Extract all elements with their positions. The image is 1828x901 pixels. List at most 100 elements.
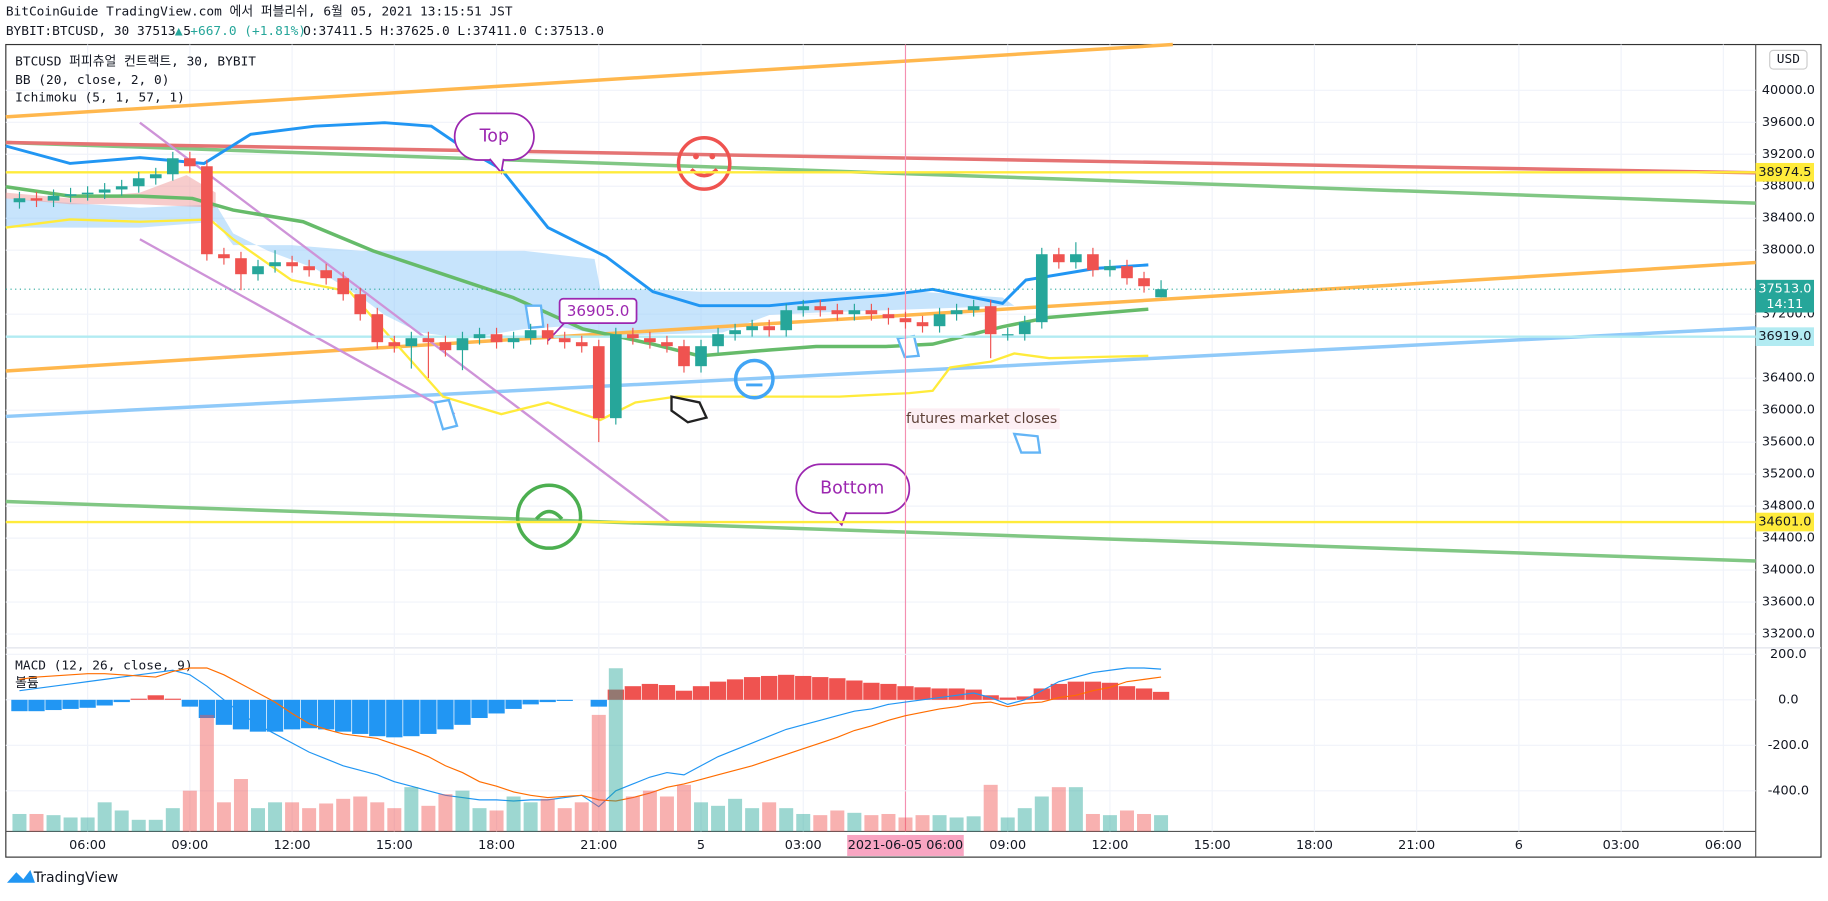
callout-bottom [795, 463, 911, 515]
candle-body [831, 310, 844, 315]
volume-bar [1102, 815, 1117, 832]
candle-body [337, 278, 350, 295]
volume-bar [336, 798, 351, 832]
trend-line [5, 499, 1756, 563]
x-tick-label: 18:00 [478, 838, 515, 853]
histogram-bar [658, 685, 676, 700]
candle-body [558, 338, 571, 343]
x-tick-label: 21:00 [1398, 838, 1435, 853]
emoji-mouth [534, 509, 564, 521]
volume-bar [557, 808, 572, 832]
y-tick-label: 36000.0 [1762, 403, 1815, 418]
emoji-eye [709, 153, 716, 160]
volume-bar [46, 815, 61, 832]
price-label-box [1755, 279, 1815, 313]
candle-body [865, 310, 878, 315]
x-tick-label: 18:00 [1296, 838, 1333, 853]
volume-bar [949, 817, 964, 832]
histogram-bar [999, 697, 1016, 700]
candle-body [490, 334, 503, 343]
candle-body [1035, 254, 1048, 323]
candle-body [1155, 289, 1167, 298]
candle-body [1001, 334, 1014, 336]
volume-bar [898, 817, 913, 832]
candle-body [1018, 322, 1031, 335]
candle-body [81, 192, 94, 195]
y-tick-label: 34000.0 [1762, 563, 1815, 578]
candle-body [218, 254, 230, 259]
histogram-bar [522, 699, 539, 705]
candle-body [1121, 266, 1133, 279]
volume-bar [1068, 787, 1083, 832]
histogram-bar [386, 699, 403, 738]
candle-body [166, 158, 179, 175]
histogram-bar [352, 699, 369, 734]
candle-body [712, 334, 724, 347]
crosshair-label: 2021-06-05 06:00 [848, 838, 963, 853]
y-tick-label: -400.0 [1768, 783, 1809, 798]
x-tick-label: 03:00 [1603, 838, 1640, 853]
volume-bar [745, 808, 760, 832]
volume-bar [233, 779, 248, 832]
histogram-bar [709, 681, 727, 700]
candle-body [405, 338, 418, 347]
histogram-bar [232, 699, 250, 730]
trend-line [5, 326, 1756, 419]
candle-body [899, 318, 912, 323]
volume-bar [148, 819, 163, 832]
note-background [908, 408, 1060, 430]
candle-body [269, 262, 281, 267]
candle-body [456, 338, 469, 351]
crosshair-label-box [847, 834, 964, 856]
candle-body [746, 326, 758, 331]
volume-bar [966, 816, 981, 832]
histogram-bar [1067, 681, 1085, 700]
volume-bar [625, 796, 640, 832]
volume-bar [1119, 810, 1134, 832]
volume-bar [302, 808, 317, 832]
volume-bar [779, 808, 794, 832]
chart-title: BTCUSD 퍼피츄얼 컨트랙트, 30, BYBIT [15, 55, 256, 70]
volume-bar [438, 794, 453, 832]
y-tick-label: 38000.0 [1762, 243, 1815, 258]
candle-body [1070, 254, 1082, 263]
histogram-bar [130, 698, 147, 700]
histogram-bar [79, 699, 96, 708]
volume-bar [131, 819, 146, 832]
x-tick-label: 5 [697, 838, 705, 853]
candle-body [201, 166, 213, 255]
candle-body [30, 198, 43, 201]
volume-bar [421, 805, 436, 832]
annotation-price: 36905.0 [567, 302, 630, 320]
volume-bar [97, 802, 112, 832]
y-tick-label: 35200.0 [1762, 467, 1815, 482]
histogram-bar [96, 699, 113, 706]
indicator-label: Ichimoku (5, 1, 57, 1) [15, 91, 185, 106]
volume-bar [165, 808, 180, 832]
channel-line [139, 121, 672, 524]
candle-body [1104, 266, 1116, 271]
candle-body [286, 262, 298, 267]
volume-bar [114, 810, 129, 832]
annotation-bottom: Bottom [820, 479, 884, 499]
histogram-bar [897, 686, 914, 700]
volume-bar [251, 808, 265, 832]
histogram-bar [403, 699, 420, 737]
emoji-sad [515, 483, 583, 550]
histogram-bar [488, 699, 505, 714]
candle-body [575, 342, 588, 347]
histogram-bar [607, 689, 624, 700]
trend-line [5, 260, 1756, 373]
bollinger-band [5, 121, 1149, 308]
y-tick-label: 39200.0 [1762, 147, 1815, 162]
histogram-bar [931, 688, 948, 700]
candle-body [950, 310, 963, 315]
candle-body [541, 330, 554, 339]
candle-body [1138, 278, 1150, 287]
histogram-bar [778, 674, 795, 700]
y-tick-label: 40000.0 [1762, 83, 1815, 98]
hand-icon [670, 395, 709, 424]
price-label: 36919.0 [1758, 329, 1811, 344]
